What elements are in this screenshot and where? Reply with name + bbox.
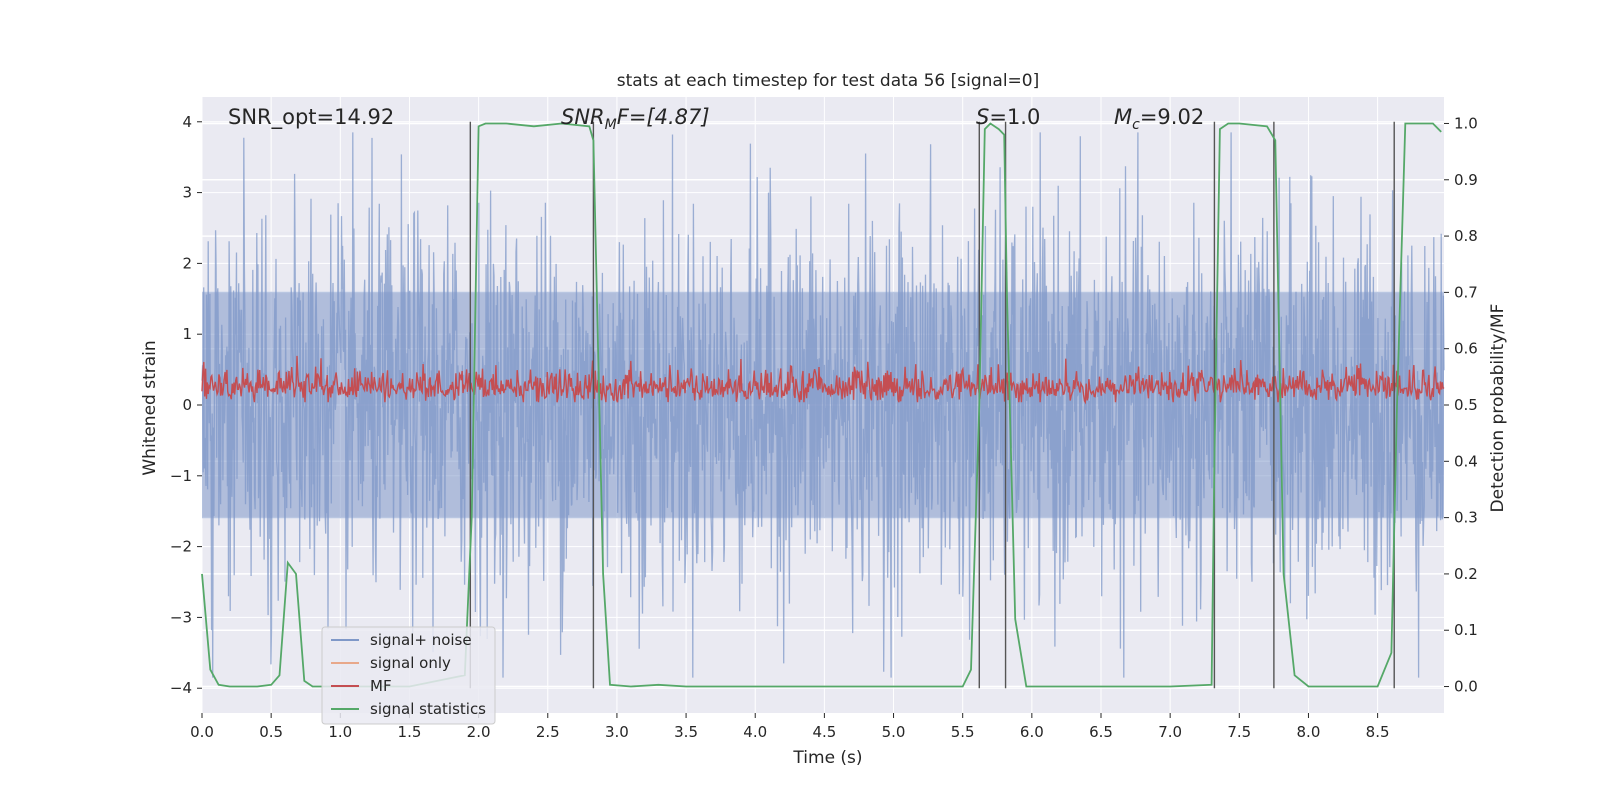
x-tick-label: 0.0 bbox=[190, 723, 214, 741]
y2-tick-label: 0.5 bbox=[1454, 396, 1478, 414]
y2-tick-label: 0.7 bbox=[1454, 283, 1478, 301]
y2-tick-label: 0.1 bbox=[1454, 621, 1478, 639]
y-tick-label: 4 bbox=[182, 113, 192, 131]
y-tick-label: −3 bbox=[170, 608, 192, 626]
x-tick-label: 2.0 bbox=[467, 723, 491, 741]
signal-statistics-line bbox=[201, 122, 1442, 688]
y-tick-label: 2 bbox=[182, 254, 192, 272]
y2-tick-label: 0.2 bbox=[1454, 565, 1478, 583]
series-signal-statistics bbox=[201, 122, 1442, 688]
x-tick-label: 7.5 bbox=[1227, 723, 1251, 741]
y2-tick-label: 0.0 bbox=[1454, 678, 1478, 696]
y-tick-label: 1 bbox=[182, 325, 192, 343]
chart-title: stats at each timestep for test data 56 … bbox=[617, 71, 1040, 91]
legend-label-signal-only: signal only bbox=[370, 654, 451, 672]
y2-tick-label: 0.8 bbox=[1454, 227, 1478, 245]
annotation-mc: Mc=9.02 bbox=[1114, 105, 1204, 133]
x-tick-label: 5.5 bbox=[951, 723, 975, 741]
y-tick-label: −4 bbox=[170, 679, 192, 697]
legend-label-signal-noise: signal+ noise bbox=[370, 631, 472, 649]
y2-tick-label: 0.4 bbox=[1454, 452, 1478, 470]
x-tick-label: 3.0 bbox=[605, 723, 629, 741]
y2-tick-label: 0.6 bbox=[1454, 340, 1478, 358]
x-tick-label: 6.5 bbox=[1089, 723, 1113, 741]
y-tick-label: 0 bbox=[182, 396, 192, 414]
y2-axis-label: Detection probability/MF bbox=[1488, 304, 1508, 513]
y-tick-label: −1 bbox=[170, 467, 192, 485]
annotation-snr-opt: SNR_opt=14.92 bbox=[228, 105, 394, 130]
series-signal-noise bbox=[201, 132, 1445, 678]
y-tick-label: −2 bbox=[170, 538, 192, 556]
x-axis-label: Time (s) bbox=[792, 748, 862, 768]
x-tick-label: 4.5 bbox=[812, 723, 836, 741]
mf-line bbox=[201, 355, 1445, 405]
x-tick-label: 1.5 bbox=[398, 723, 422, 741]
x-tick-label: 5.0 bbox=[882, 723, 906, 741]
y-axis-label: Whitened strain bbox=[140, 340, 160, 475]
x-tick-label: 8.0 bbox=[1297, 723, 1321, 741]
annotation-snr-mf: SNRMF=[4.87] bbox=[561, 105, 710, 133]
legend-label-signal-statistics: signal statistics bbox=[370, 700, 486, 718]
x-tick-label: 6.0 bbox=[1020, 723, 1044, 741]
y2-tick-label: 0.9 bbox=[1454, 171, 1478, 189]
x-tick-label: 0.5 bbox=[259, 723, 283, 741]
y-tick-label: 3 bbox=[182, 184, 192, 202]
x-tick-label: 2.5 bbox=[536, 723, 560, 741]
x-tick-label: 1.0 bbox=[328, 723, 352, 741]
signal-noise-band bbox=[202, 291, 1444, 519]
x-tick-label: 7.0 bbox=[1158, 723, 1182, 741]
legend: signal+ noise signal only MF signal stat… bbox=[321, 626, 496, 725]
legend-label-mf: MF bbox=[370, 677, 392, 695]
x-tick-label: 4.0 bbox=[743, 723, 767, 741]
legend-box bbox=[321, 626, 496, 725]
y2-tick-label: 0.3 bbox=[1454, 509, 1478, 527]
series-mf bbox=[201, 355, 1445, 405]
axis-ticks: 0.0 0.5 1.0 1.5 2.0 2.5 3.0 3.5 4.0 4.5 5.0 5.5 6.0 6… bbox=[170, 113, 1478, 741]
x-tick-label: 8.5 bbox=[1366, 723, 1390, 741]
x-tick-label: 3.5 bbox=[674, 723, 698, 741]
annotation-s: S=1.0 bbox=[976, 105, 1040, 129]
y2-tick-label: 1.0 bbox=[1454, 114, 1478, 132]
